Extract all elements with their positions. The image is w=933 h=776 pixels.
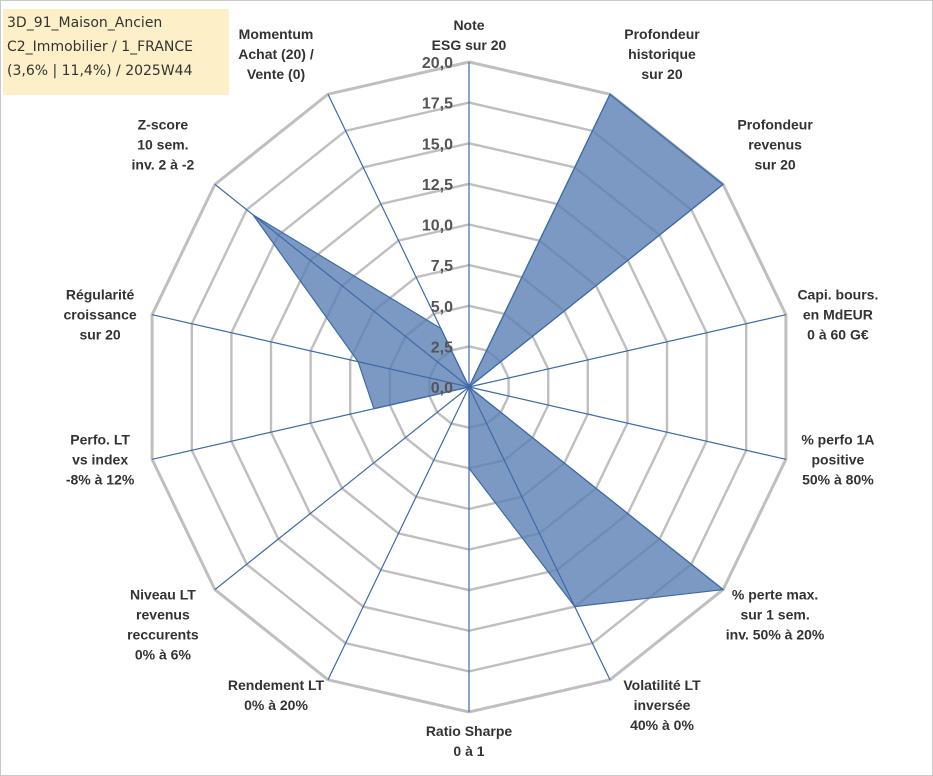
- axis-label: 0% à 6%: [135, 647, 192, 663]
- axis-label: ESG sur 20: [432, 37, 507, 53]
- tick-label: 17,5: [422, 96, 453, 113]
- axis-label: 0 à 1: [453, 743, 484, 759]
- tick-label: 15,0: [422, 136, 453, 153]
- axis-label: Vente (0): [247, 66, 305, 82]
- axis-label: 40% à 0%: [630, 717, 694, 733]
- axis-label: reccurents: [127, 627, 199, 643]
- chart-title-line-2: C2_Immobilier / 1_FRANCE: [7, 39, 193, 55]
- axis-label: sur 20: [641, 66, 682, 82]
- axis-label: revenus: [748, 136, 802, 152]
- axis-label: Ratio Sharpe: [426, 723, 513, 739]
- axis-label: historique: [628, 46, 696, 62]
- tick-label: 5,0: [431, 299, 453, 316]
- axis-spoke: [468, 314, 787, 388]
- axis-label: en MdEUR: [803, 307, 873, 323]
- axis-spoke: [327, 93, 470, 388]
- axis-label: Rendement LT: [228, 677, 325, 693]
- axis-label: croissance: [64, 307, 137, 323]
- axis-spoke: [151, 386, 470, 460]
- axis-label: Achat (20) /: [238, 46, 314, 62]
- axis-label: Profondeur: [624, 26, 700, 42]
- axis-label: 10 sem.: [137, 136, 188, 152]
- axis-label: sur 20: [754, 156, 795, 172]
- axis-spoke: [468, 93, 611, 388]
- chart-title-box: 3D_91_Maison_Ancien C2_Immobilier / 1_FR…: [3, 9, 229, 95]
- axis-spoke: [468, 183, 724, 388]
- axis-label: 50% à 80%: [802, 471, 874, 487]
- tick-label: 20,0: [422, 55, 453, 72]
- axis-label: inversée: [634, 697, 691, 713]
- axis-label: % perte max.: [732, 587, 818, 603]
- axis-label: -8% à 12%: [66, 471, 135, 487]
- axis-label: Volatilité LT: [623, 677, 701, 693]
- axis-label: sur 20: [79, 327, 120, 343]
- axis-label: inv. 50% à 20%: [726, 627, 825, 643]
- axis-label: 0% à 20%: [244, 697, 308, 713]
- axis-label: % perfo 1A: [801, 431, 874, 447]
- series-area-0: [252, 93, 725, 608]
- axis-spoke: [214, 183, 470, 388]
- axis-spoke: [327, 386, 470, 681]
- axis-label: Momentum: [239, 26, 314, 42]
- tick-label: 0,0: [431, 380, 453, 397]
- axis-spoke: [151, 314, 470, 388]
- axis-label: inv. 2 à -2: [132, 156, 195, 172]
- axis-spoke: [214, 386, 470, 591]
- tick-label: 12,5: [422, 177, 453, 194]
- axis-label: Régularité: [66, 287, 135, 303]
- axis-spoke: [468, 386, 611, 681]
- chart-title-line-1: 3D_91_Maison_Ancien: [7, 15, 163, 31]
- axis-label: positive: [811, 451, 864, 467]
- axis-label: Capi. bours.: [797, 287, 878, 303]
- axis-label: 0 à 60 G€: [807, 327, 869, 343]
- tick-label: 2,5: [431, 339, 453, 356]
- axis-label: Profondeur: [737, 116, 813, 132]
- axis-label: revenus: [136, 607, 190, 623]
- axis-label: Note: [453, 17, 484, 33]
- chart-title-line-3: (3,6% | 11,4%) / 2025W44: [7, 63, 193, 79]
- axis-label: Z-score: [138, 116, 189, 132]
- tick-label: 10,0: [422, 218, 453, 235]
- tick-label: 7,5: [431, 258, 453, 275]
- axis-spoke: [468, 386, 787, 460]
- axis-label: sur 1 sem.: [740, 607, 809, 623]
- axis-label: Perfo. LT: [70, 431, 130, 447]
- axis-label: Niveau LT: [130, 587, 196, 603]
- axis-spoke: [468, 386, 724, 591]
- axis-label: vs index: [72, 451, 128, 467]
